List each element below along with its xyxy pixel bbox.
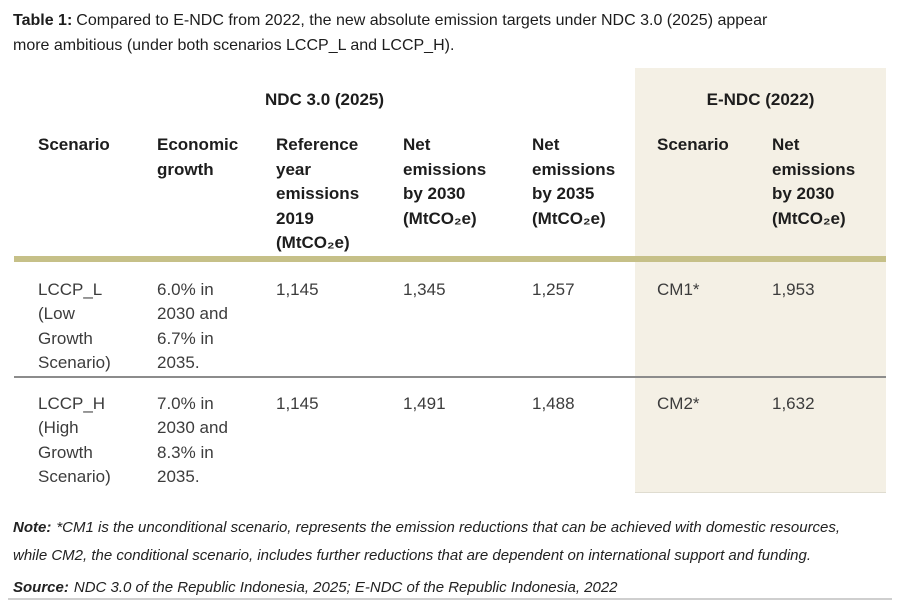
cell-endc-net-emissions-2030: 1,953 xyxy=(772,258,887,378)
col-header-net-emissions-2030: Net emissions by 2030 (MtCO₂e) xyxy=(403,120,532,262)
col-header-net-emissions-2035: Net emissions by 2035 (MtCO₂e) xyxy=(532,120,635,262)
note-label: Note: xyxy=(13,519,52,536)
cell-economic-growth: 6.0% in 2030 and 6.7% in 2035. xyxy=(157,258,276,378)
cell-net-emissions-2030: 1,345 xyxy=(403,258,532,378)
table-caption-label: Table 1: xyxy=(13,12,73,29)
table-note: Note: *CM1 is the unconditional scenario,… xyxy=(13,514,893,569)
column-header-row: Scenario Economic growth Reference year … xyxy=(14,120,887,262)
col-header-endc-scenario: Scenario xyxy=(635,120,772,262)
cell-net-emissions-2035: 1,257 xyxy=(532,258,635,378)
col-header-reference-year-emissions: Reference year emissions 2019 (MtCO₂e) xyxy=(276,120,403,262)
group-header-row: NDC 3.0 (2025) E-NDC (2022) xyxy=(14,68,887,120)
cell-reference-emissions: 1,145 xyxy=(276,393,319,413)
group-header-ndc: NDC 3.0 (2025) xyxy=(264,90,385,109)
table-caption: Table 1: Compared to E-NDC from 2022, the… xyxy=(13,8,873,58)
cell-scenario: LCCP_L (Low Growth Scenario) xyxy=(14,258,157,378)
table-row: LCCP_H (High Growth Scenario) 7.0% in 20… xyxy=(14,376,887,493)
table-caption-text: Compared to E-NDC from 2022, the new abs… xyxy=(13,12,768,54)
table-row: LCCP_L (Low Growth Scenario) 6.0% in 203… xyxy=(14,258,887,378)
cell-reference-emissions: 1,145 xyxy=(276,258,403,378)
table-source: Source: NDC 3.0 of the Republic Indonesia… xyxy=(13,576,893,600)
source-text: NDC 3.0 of the Republic Indonesia, 2025;… xyxy=(73,579,618,596)
source-label: Source: xyxy=(13,579,69,596)
cell-economic-growth: 7.0% in 2030 and 8.3% in 2035. xyxy=(157,393,228,487)
col-header-scenario: Scenario xyxy=(14,120,157,262)
group-header-endc: E-NDC (2022) xyxy=(635,68,887,120)
col-header-endc-net-emissions-2030: Net emissions by 2030 (MtCO₂e) xyxy=(772,120,887,262)
cell-endc-scenario: CM2* xyxy=(635,376,772,493)
cell-endc-scenario: CM1* xyxy=(635,258,772,378)
emissions-comparison-table: NDC 3.0 (2025) E-NDC (2022) Scenario Eco… xyxy=(14,68,887,493)
cell-net-emissions-2030: 1,491 xyxy=(403,393,446,413)
note-text: *CM1 is the unconditional scenario, repr… xyxy=(13,519,841,564)
col-header-economic-growth: Economic growth xyxy=(157,120,276,262)
cell-endc-net-emissions-2030: 1,632 xyxy=(772,376,887,493)
cell-net-emissions-2035: 1,488 xyxy=(532,393,575,413)
cell-scenario: LCCP_H (High Growth Scenario) xyxy=(38,393,111,487)
bottom-divider xyxy=(8,598,892,600)
